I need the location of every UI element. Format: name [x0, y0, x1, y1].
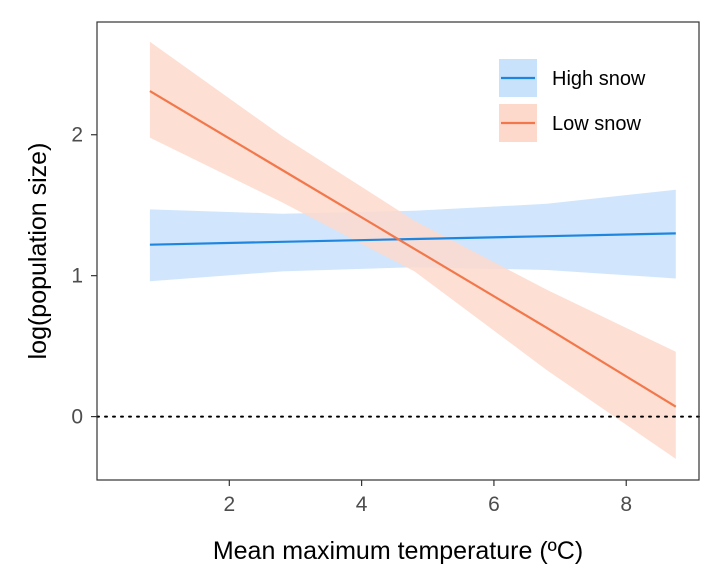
y-tick-label: 0	[71, 406, 83, 429]
legend-label-low-snow: Low snow	[552, 113, 641, 135]
x-tick-label: 2	[223, 493, 235, 516]
x-tick-label: 8	[620, 493, 632, 516]
y-axis-title: log(population size)	[24, 143, 52, 360]
x-axis-title: Mean maximum temperature (ºC)	[213, 537, 583, 565]
confidence-bands	[149, 41, 676, 459]
x-tick-label: 4	[356, 493, 368, 516]
y-tick-label: 1	[71, 265, 83, 288]
x-tick-label: 6	[488, 493, 500, 516]
confidence-band-low-snow	[149, 41, 676, 459]
series-lines	[149, 90, 677, 408]
legend: High snow Low snow	[499, 59, 646, 142]
y-tick-label: 2	[71, 124, 83, 147]
y-axis-ticks: 0 1 2	[71, 124, 97, 429]
series-line-high-snow	[149, 232, 676, 246]
legend-label-high-snow: High snow	[552, 68, 646, 90]
x-axis-ticks: 2 4 6 8	[223, 480, 632, 516]
plot-panel-border	[96, 21, 700, 481]
series-line-low-snow	[149, 90, 677, 408]
